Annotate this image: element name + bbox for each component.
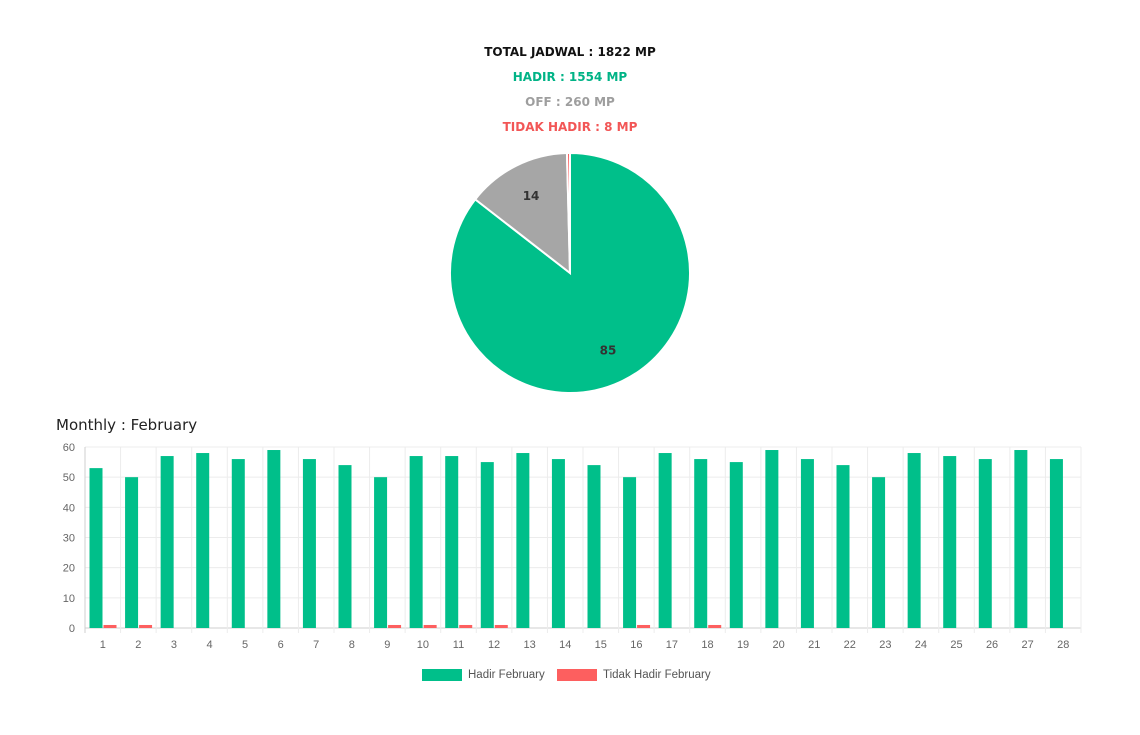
bar-tidak-hadir[interactable]	[459, 624, 473, 628]
x-tick-label: 15	[595, 639, 607, 651]
x-tick-label: 7	[313, 639, 319, 651]
bar-tidak-hadir[interactable]	[708, 624, 722, 628]
x-tick-label: 27	[1022, 639, 1034, 651]
y-tick-label: 0	[69, 623, 75, 635]
x-tick-label: 3	[171, 639, 177, 651]
x-tick-label: 20	[773, 639, 785, 651]
x-tick-label: 21	[808, 639, 820, 651]
x-tick-label: 14	[559, 639, 571, 651]
x-tick-label: 11	[453, 639, 464, 651]
x-tick-label: 25	[950, 639, 962, 651]
bar-hadir[interactable]	[872, 477, 886, 628]
total-jadwal-label: TOTAL JADWAL : 1822 MP	[484, 45, 656, 59]
bar-hadir[interactable]	[125, 477, 139, 628]
y-tick-label: 20	[63, 563, 75, 575]
x-tick-label: 5	[242, 639, 248, 651]
x-tick-label: 1	[100, 639, 106, 651]
bar-hadir[interactable]	[658, 453, 672, 628]
x-tick-label: 28	[1057, 639, 1069, 651]
pie-slice-off[interactable]	[473, 152, 572, 276]
bar-tidak-hadir[interactable]	[637, 624, 651, 628]
off-label: OFF : 260 MP	[525, 95, 615, 109]
y-tick-label: 10	[63, 593, 75, 605]
x-tick-label: 17	[666, 639, 678, 651]
bar-hadir[interactable]	[374, 477, 388, 628]
bar-hadir[interactable]	[480, 462, 494, 628]
pie-data-label: 14	[523, 189, 540, 203]
legend-swatch-tidak-hadir	[557, 669, 597, 681]
bar-hadir[interactable]	[516, 453, 530, 628]
legend-item-tidak-hadir[interactable]: Tidak Hadir February	[557, 667, 711, 683]
legend-swatch-hadir	[422, 669, 462, 681]
x-tick-label: 9	[384, 639, 390, 651]
bar-tidak-hadir[interactable]	[103, 624, 117, 628]
x-tick-label: 13	[524, 639, 536, 651]
x-tick-label: 6	[278, 639, 284, 651]
bar-hadir[interactable]	[338, 465, 352, 628]
x-tick-label: 22	[844, 639, 856, 651]
pie-data-label: 85	[600, 344, 617, 358]
y-tick-label: 60	[63, 442, 75, 454]
bar-hadir[interactable]	[160, 456, 174, 628]
tidak-hadir-label: TIDAK HADIR : 8 MP	[502, 120, 638, 134]
legend-item-hadir[interactable]: Hadir February	[422, 667, 545, 683]
pie-slice-tidak-hadir[interactable]	[565, 151, 571, 274]
bar-tidak-hadir[interactable]	[423, 624, 437, 628]
bar-hadir[interactable]	[978, 459, 992, 628]
x-tick-label: 8	[349, 639, 355, 651]
x-tick-label: 2	[135, 639, 141, 651]
x-tick-label: 19	[737, 639, 749, 651]
bar-tidak-hadir[interactable]	[388, 624, 402, 628]
bar-hadir[interactable]	[587, 465, 601, 628]
hadir-label: HADIR : 1554 MP	[512, 70, 628, 84]
x-tick-label: 26	[986, 639, 998, 651]
bar-hadir[interactable]	[943, 456, 957, 628]
bar-hadir[interactable]	[445, 456, 459, 628]
bar-hadir[interactable]	[551, 459, 565, 628]
x-tick-label: 24	[915, 639, 927, 651]
bar-hadir[interactable]	[267, 450, 281, 628]
y-tick-label: 30	[63, 533, 75, 545]
bar-hadir[interactable]	[409, 456, 423, 628]
x-tick-label: 16	[630, 639, 642, 651]
y-tick-label: 40	[63, 502, 75, 514]
bar-hadir[interactable]	[765, 450, 779, 628]
bar-hadir[interactable]	[1049, 459, 1063, 628]
bar-tidak-hadir[interactable]	[494, 624, 508, 628]
bar-hadir[interactable]	[231, 459, 245, 628]
bar-hadir[interactable]	[1014, 450, 1028, 628]
x-tick-label: 23	[879, 639, 891, 651]
bar-hadir[interactable]	[623, 477, 637, 628]
x-tick-label: 4	[206, 639, 212, 651]
bar-tidak-hadir[interactable]	[139, 624, 153, 628]
bar-hadir[interactable]	[907, 453, 921, 628]
x-tick-label: 10	[417, 639, 429, 651]
bar-hadir[interactable]	[800, 459, 814, 628]
legend-label-hadir: Hadir February	[468, 669, 545, 681]
x-tick-label: 12	[488, 639, 500, 651]
bar-hadir[interactable]	[729, 462, 743, 628]
attendance-pie-chart[interactable]: 85 14	[445, 148, 695, 398]
bar-hadir[interactable]	[89, 468, 103, 628]
monthly-chart-title: Monthly : February	[56, 416, 198, 434]
legend-label-tidak-hadir: Tidak Hadir February	[603, 669, 711, 681]
bar-hadir[interactable]	[694, 459, 708, 628]
bar-hadir[interactable]	[836, 465, 850, 628]
x-tick-label: 18	[701, 639, 713, 651]
bar-hadir[interactable]	[302, 459, 316, 628]
bar-hadir[interactable]	[196, 453, 210, 628]
y-tick-label: 50	[63, 472, 75, 484]
